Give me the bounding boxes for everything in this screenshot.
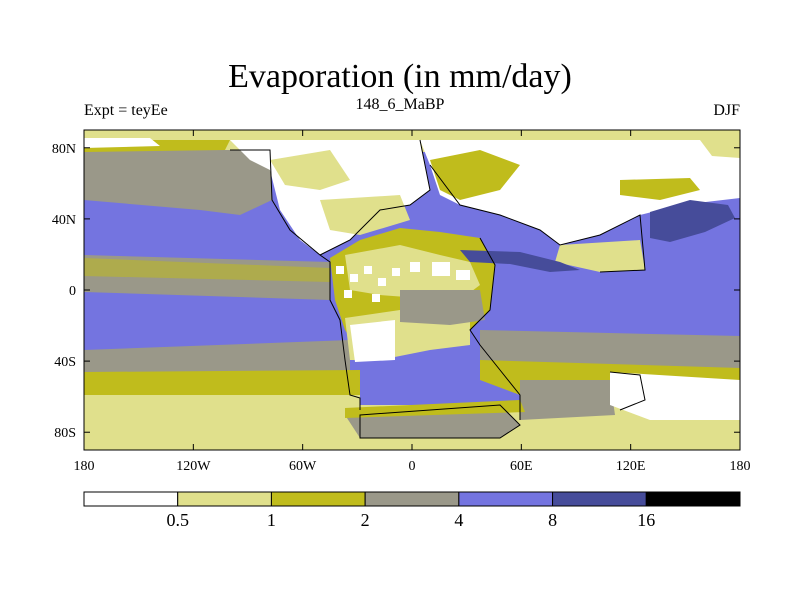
colorbar-swatch <box>270 491 366 507</box>
colorbar-label: 4 <box>454 510 463 530</box>
lat-tick-label: 40N <box>52 213 76 228</box>
lon-tick-label: 180 <box>730 459 751 474</box>
season-label: DJF <box>713 102 740 119</box>
lon-tick-label: 0 <box>409 459 416 474</box>
colorbar-swatch <box>177 491 272 507</box>
colorbar-label: 16 <box>637 510 655 530</box>
colorbar-swatch <box>458 491 554 507</box>
colorbar-label: 1 <box>267 510 276 530</box>
map-title: Evaporation (in mm/day) <box>228 58 572 95</box>
lon-tick-label: 60E <box>510 459 533 474</box>
colorbar-label: 0.5 <box>166 510 189 530</box>
colorbar-swatch <box>645 491 741 507</box>
lon-tick-label: 60W <box>289 459 317 474</box>
period-label: 148_6_MaBP <box>355 96 445 113</box>
colorbar-swatch <box>83 491 179 507</box>
colorbar: 0.5 1 2 4 8 16 <box>83 491 741 530</box>
lat-tick-label: 40S <box>54 355 76 370</box>
lon-tick-label: 180 <box>74 459 95 474</box>
lon-tick-label: 120E <box>616 459 646 474</box>
colorbar-swatch <box>364 491 460 507</box>
evaporation-field <box>84 130 740 450</box>
axis-ticks: 180 120W 60W 0 60E 120E 180 80N 40N 0 40S 80S <box>52 130 751 474</box>
colorbar-label: 8 <box>548 510 557 530</box>
lat-tick-label: 0 <box>69 284 76 299</box>
colorbar-swatch <box>552 491 647 507</box>
colorbar-label: 2 <box>361 510 370 530</box>
lon-tick-label: 120W <box>176 459 211 474</box>
lat-tick-label: 80N <box>52 142 76 157</box>
experiment-label: Expt = teyEe <box>84 102 168 119</box>
coastlines <box>230 139 646 439</box>
lat-tick-label: 80S <box>54 426 76 441</box>
